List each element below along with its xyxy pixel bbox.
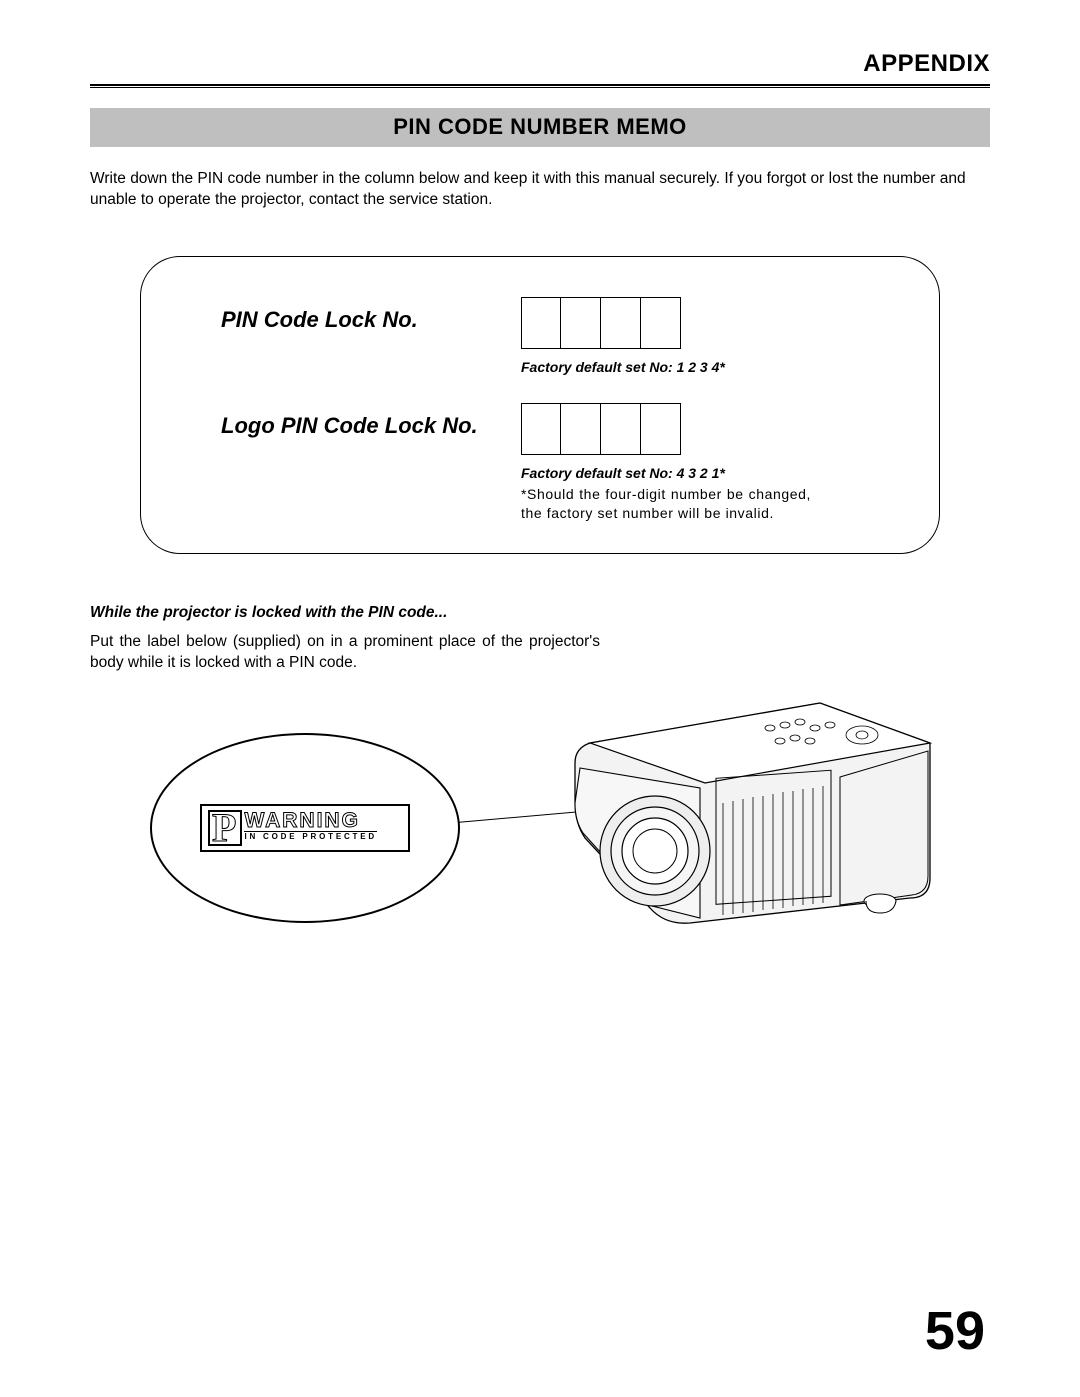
memo-footnote: *Should the four-digit number be changed… bbox=[521, 485, 811, 523]
intro-paragraph: Write down the PIN code number in the co… bbox=[90, 169, 990, 211]
pin-default-note: Factory default set No: 1 2 3 4* bbox=[521, 359, 879, 375]
warning-label-callout: P WARNING IN CODE PROTECTED bbox=[150, 733, 460, 923]
section-title-bar: PIN CODE NUMBER MEMO bbox=[90, 108, 990, 147]
warning-word: WARNING bbox=[244, 810, 377, 831]
page-number: 59 bbox=[925, 1300, 985, 1362]
logo-pin-row: Logo PIN Code Lock No. bbox=[221, 403, 879, 455]
pin-digit-cell[interactable] bbox=[641, 297, 681, 349]
locked-subheading: While the projector is locked with the P… bbox=[90, 604, 990, 622]
warning-label: P WARNING IN CODE PROTECTED bbox=[200, 804, 410, 852]
logo-digit-cell[interactable] bbox=[561, 403, 601, 455]
pin-digit-cell[interactable] bbox=[561, 297, 601, 349]
logo-digit-group bbox=[521, 403, 681, 455]
pin-digit-cell[interactable] bbox=[521, 297, 561, 349]
logo-digit-cell[interactable] bbox=[641, 403, 681, 455]
pin-label: PIN Code Lock No. bbox=[221, 297, 521, 333]
rule-thin bbox=[90, 87, 990, 88]
projector-illustration bbox=[520, 673, 950, 933]
pin-digit-group bbox=[521, 297, 681, 349]
logo-digit-cell[interactable] bbox=[601, 403, 641, 455]
pin-digit-cell[interactable] bbox=[601, 297, 641, 349]
logo-digit-cell[interactable] bbox=[521, 403, 561, 455]
logo-default-note: Factory default set No: 4 3 2 1* bbox=[521, 465, 879, 481]
memo-box: PIN Code Lock No. Factory default set No… bbox=[140, 256, 940, 554]
page-header: APPENDIX bbox=[90, 50, 990, 78]
warning-subtext: IN CODE PROTECTED bbox=[244, 831, 377, 841]
pin-row: PIN Code Lock No. bbox=[221, 297, 879, 349]
locked-body: Put the label below (supplied) on in a p… bbox=[90, 632, 600, 674]
warning-letter-p: P bbox=[208, 810, 242, 846]
logo-pin-label: Logo PIN Code Lock No. bbox=[221, 403, 521, 439]
rule-thick bbox=[90, 84, 990, 86]
illustration: P WARNING IN CODE PROTECTED bbox=[90, 683, 990, 963]
